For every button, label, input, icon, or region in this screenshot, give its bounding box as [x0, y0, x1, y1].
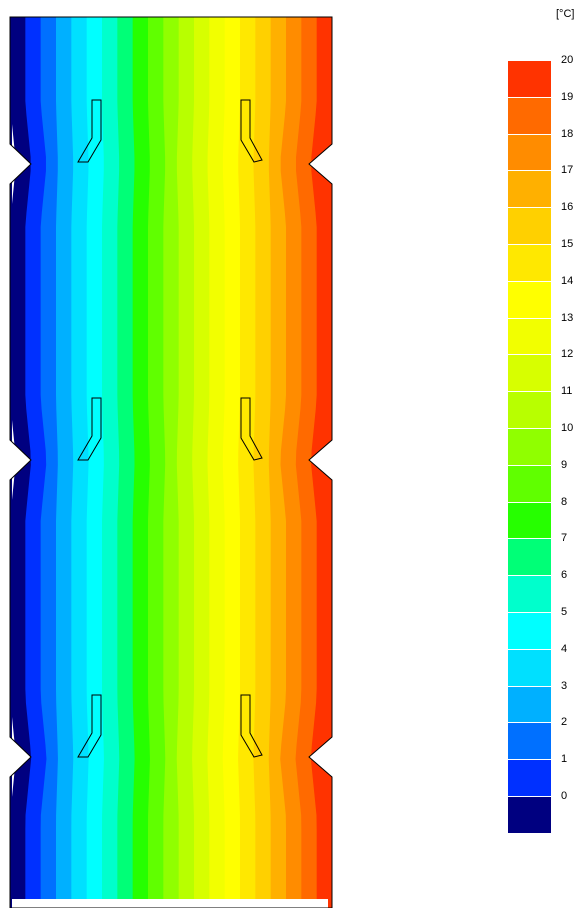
legend-swatch [508, 575, 551, 612]
isotherm-band [328, 17, 332, 908]
legend-tick-label: 2 [561, 716, 568, 729]
legend-tick-label: 11 [561, 385, 573, 398]
isotherm-band [163, 17, 182, 899]
isotherm-band [25, 17, 48, 899]
isotherm-band [56, 17, 75, 899]
temperature-field-diagram [9, 16, 333, 908]
anchor-left [77, 694, 102, 758]
legend-swatch [508, 207, 551, 244]
anchor-right [240, 99, 263, 163]
anchor-right [240, 397, 263, 461]
isotherm-band [176, 17, 196, 899]
isotherm-band [132, 17, 152, 899]
legend-swatch [508, 501, 551, 539]
legend-swatch [508, 464, 551, 502]
legend-tick-label: 1 [561, 753, 568, 766]
anchor-left [77, 397, 102, 461]
legend-swatch [508, 648, 551, 686]
isotherm-band [71, 17, 90, 899]
isotherm-band [86, 17, 106, 899]
legend-swatch [508, 722, 551, 760]
legend-swatch [508, 612, 551, 649]
legend-swatch [508, 133, 551, 171]
legend-swatch [508, 170, 551, 208]
isotherm-band [280, 17, 303, 899]
legend-tick-label: 5 [561, 606, 568, 618]
isotherm-band [310, 17, 332, 899]
anchors [77, 99, 263, 758]
legend-tick-label: 6 [561, 569, 568, 582]
isotherm-band [222, 17, 242, 899]
isotherm-band [10, 17, 12, 908]
legend-swatch [508, 685, 551, 723]
isotherm-band [192, 17, 211, 899]
anchor-right [240, 694, 263, 758]
legend-swatch [508, 759, 551, 796]
legend-swatch [508, 317, 551, 355]
anchor-left [77, 99, 102, 163]
legend-swatch [508, 96, 551, 134]
isotherm-band [102, 17, 121, 899]
wall-outline [9, 16, 333, 908]
isotherm-band [207, 17, 226, 899]
legend-tick-label: 17 [561, 164, 574, 177]
legend-tick-label: 8 [561, 495, 568, 508]
legend-tick-label: 4 [561, 642, 568, 655]
isotherm-band [117, 17, 136, 899]
isotherm-band [148, 17, 167, 899]
legend-swatch [508, 391, 551, 428]
legend-tick-label: 20 [561, 54, 574, 66]
legend-tick-label: 16 [561, 201, 574, 214]
legend-unit-label: [°C] [556, 8, 575, 20]
color-legend: 20 19 18 17 16 15 14 13 12 11 10 9 8 7 6 5 4 3 2 1 0 [508, 54, 578, 910]
isotherm-band [268, 17, 288, 899]
legend-swatch [508, 428, 551, 465]
legend-swatch [508, 60, 551, 97]
isotherm-band [295, 17, 318, 899]
legend-swatch [508, 796, 551, 833]
legend-swatch [508, 354, 551, 392]
legend-swatch [508, 538, 551, 576]
legend-swatch [508, 244, 551, 281]
legend-tick-label: 14 [561, 274, 574, 287]
isotherm-band [238, 17, 257, 899]
legend-tick-label: 0 [561, 790, 568, 802]
isotherm-band [253, 17, 272, 899]
legend-tick-label: 3 [561, 679, 568, 692]
isotherm-bands [10, 17, 332, 908]
legend-tick-label: 9 [561, 458, 568, 471]
legend-tick-label: 13 [561, 311, 574, 324]
legend-tick-label: 15 [561, 238, 574, 250]
legend-tick-label: 7 [561, 532, 568, 545]
legend-tick-label: 18 [561, 127, 574, 140]
isotherm-band [40, 17, 63, 899]
legend-swatch [508, 280, 551, 318]
legend-tick-label: 10 [561, 422, 574, 434]
legend-tick-label: 19 [561, 90, 574, 103]
legend-tick-label: 12 [561, 348, 574, 361]
